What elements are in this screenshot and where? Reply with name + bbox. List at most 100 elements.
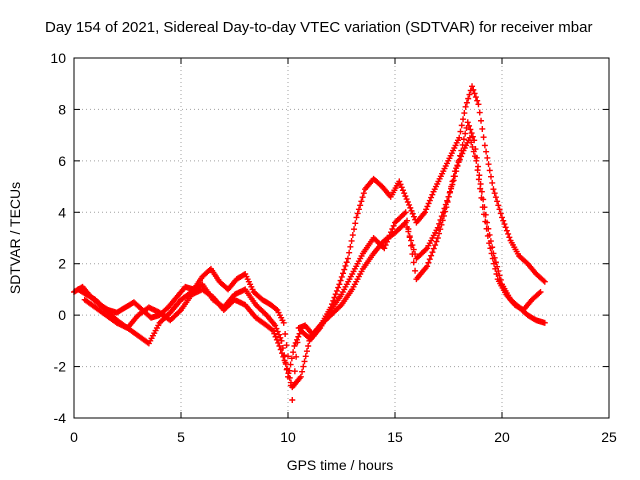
data-point [444,199,451,205]
data-point [338,273,345,280]
data-point [451,168,458,175]
y-tick-label: 6 [58,153,66,169]
data-point [429,191,436,198]
data-point [335,284,342,291]
data-point [503,227,510,234]
data-point [293,336,300,343]
data-point [387,229,394,236]
data-point [303,348,310,355]
data-point [402,193,409,200]
data-point [282,331,289,337]
data-point [453,165,460,172]
data-point [409,210,416,217]
data-point [479,125,486,132]
data-point [456,134,463,141]
data-point [472,153,479,160]
y-tick-label: 8 [58,101,66,117]
data-point [344,255,351,262]
data-point [458,122,465,129]
data-point [483,148,490,155]
x-tick-label: 10 [280,429,296,445]
data-point [401,190,408,197]
data-point [536,290,543,297]
data-point [450,173,457,180]
data-point [343,259,350,266]
data-point [291,343,298,349]
data-point [359,194,366,201]
data-point [300,363,307,370]
data-point [489,255,496,262]
data-point [487,245,494,252]
x-tick-label: 25 [601,429,617,445]
data-point [480,134,487,141]
data-point [492,194,499,201]
data-point [499,214,505,221]
data-point [276,343,283,349]
data-point [426,197,433,204]
data-point [337,277,344,284]
data-point [409,251,416,258]
data-point [474,97,481,104]
data-point [282,361,289,367]
data-point [354,210,361,217]
data-point [280,319,287,326]
data-point [438,221,445,228]
data-point [537,289,544,295]
data-point [295,333,302,340]
data-point [449,178,456,185]
data-point [463,99,470,106]
data-point [470,148,477,155]
data-point [284,365,291,372]
data-point [487,173,494,180]
data-point [483,225,490,232]
data-point [462,103,469,110]
data-point [481,211,488,218]
y-tick-label: 10 [50,50,66,66]
data-point [541,278,548,285]
data-point [360,190,367,197]
data-point [469,143,476,150]
data-point [412,267,419,274]
data-point [347,243,354,250]
data-point [341,266,348,273]
data-point [425,200,432,207]
data-point [458,153,465,160]
data-point [423,206,430,213]
data-point [406,234,413,241]
data-point [436,230,443,237]
y-tick-label: 2 [58,256,66,272]
series-3 [81,134,544,391]
data-point [382,242,389,249]
data-point [475,101,482,108]
data-point [408,242,415,249]
data-point [506,234,513,241]
data-point [389,226,396,232]
data-point [478,188,485,195]
data-point [467,126,474,133]
data-point [279,350,286,357]
data-point [445,193,452,200]
data-point [408,237,415,244]
data-point [479,204,486,211]
data-point [271,330,278,337]
x-axis-label: GPS time / hours [287,457,394,473]
data-point [494,198,501,205]
data-point [469,83,476,90]
data-point [489,179,496,186]
series-1 [71,83,548,403]
data-point [272,333,279,340]
data-point [403,196,410,203]
data-point [455,159,462,166]
data-point [424,203,431,210]
data-point [464,119,471,126]
data-point [468,130,475,137]
y-tick-label: 0 [58,307,66,323]
data-point [291,368,298,375]
data-point [460,116,467,123]
data-point [289,397,296,403]
axis-ticks: 0 5 10 15 20 25 -4 -2 0 2 4 6 8 10 [50,50,617,445]
data-point [396,178,403,185]
data-point [465,95,472,102]
data-point [432,242,439,249]
